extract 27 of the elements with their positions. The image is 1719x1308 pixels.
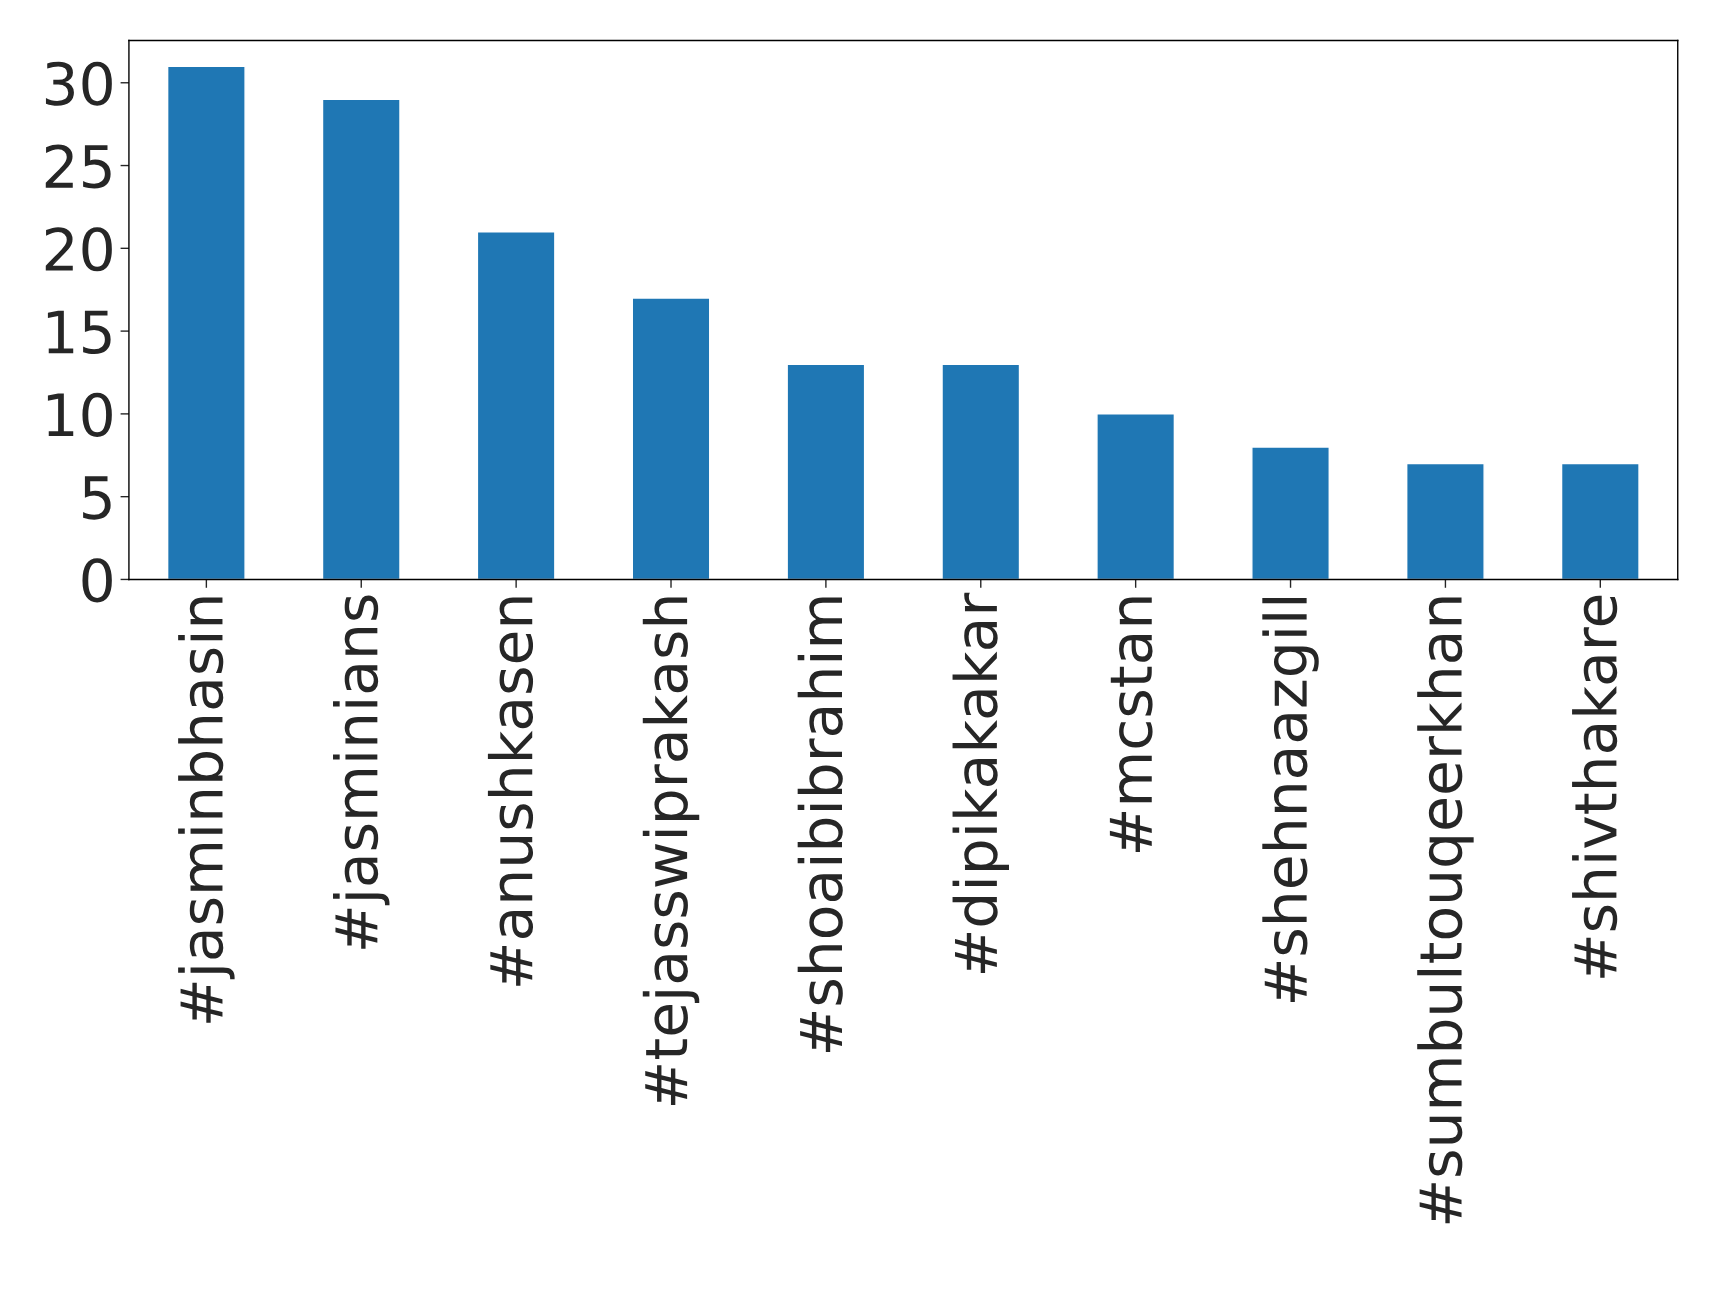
bar [786, 363, 866, 580]
y-tick-label: 10 [47, 392, 112, 437]
y-tick-label: 25 [45, 144, 111, 189]
bar [476, 231, 556, 580]
bar [1096, 413, 1176, 580]
y-tick-label: 30 [45, 61, 112, 106]
y-tick-label: 0 [82, 558, 112, 603]
bar [1406, 462, 1485, 580]
x-tick-label: #anushkasen [487, 597, 534, 986]
y-tick-label: 15 [47, 310, 111, 355]
x-tick-label: #shoaibibrahim [797, 597, 843, 1053]
x-tick-label: #mcstan [1109, 597, 1153, 852]
x-tick-label: #shehnaazgill [1262, 598, 1319, 1002]
y-tick-label: 20 [45, 227, 112, 272]
bar [631, 297, 711, 580]
bar [1560, 462, 1640, 580]
x-tick-label: #dipikakakar [952, 592, 1009, 973]
x-tick-label: #jasminians [333, 595, 390, 949]
bar [166, 65, 246, 580]
x-tick-label: #sumbultouqeerkhan [1417, 597, 1474, 1224]
bar [941, 363, 1021, 580]
bar [1251, 446, 1330, 580]
bar [321, 98, 401, 580]
x-tick-label: #shivthakare [1572, 595, 1618, 978]
y-tick-label: 5 [83, 476, 111, 520]
x-tick-label: #jasminbhasin [178, 597, 235, 1023]
x-tick-label: #tejasswiprakash [642, 597, 700, 1106]
